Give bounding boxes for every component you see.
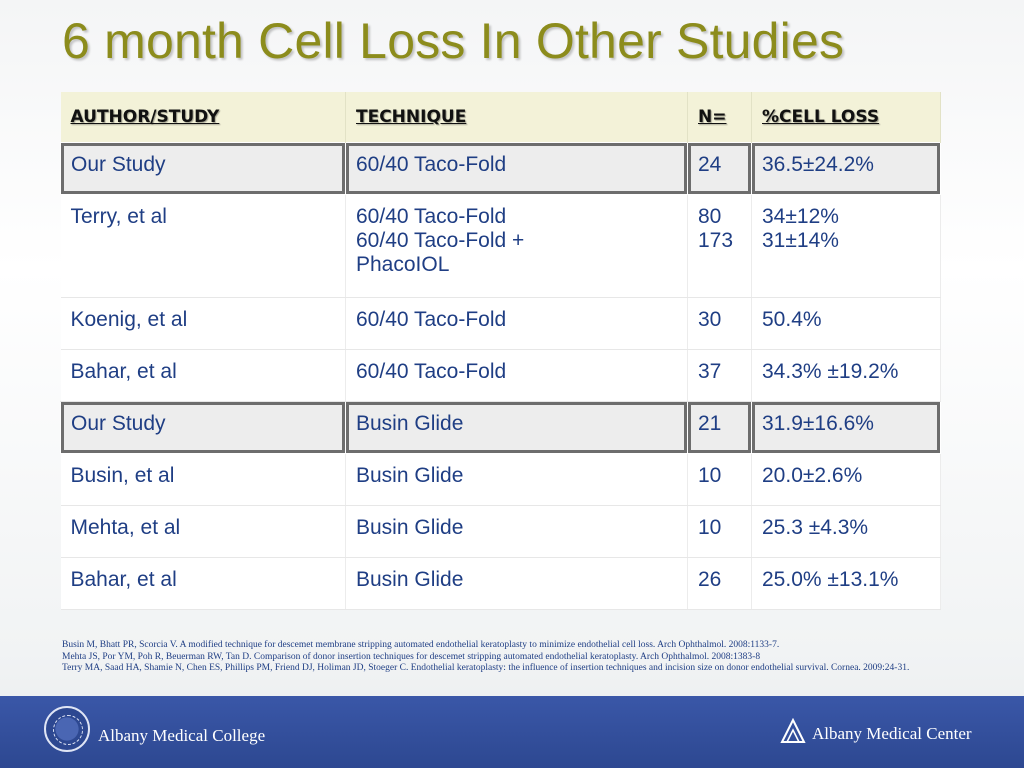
cell-loss-cell-line: 31.9±16.6% bbox=[762, 412, 874, 435]
author-cell: Our Study bbox=[60, 401, 346, 454]
cell-loss-cell: 31.9±16.6% bbox=[751, 401, 941, 454]
author-cell: Busin, et al bbox=[60, 453, 346, 506]
n-cell-line: 26 bbox=[698, 568, 722, 591]
n-cell-line: 10 bbox=[698, 464, 722, 487]
header-cell-loss: %CELL LOSS bbox=[751, 92, 941, 143]
cell-loss-cell: 25.3 ±4.3% bbox=[751, 505, 941, 558]
cell-loss-cell-line: 34.3% ±19.2% bbox=[762, 360, 899, 383]
albany-medical-college-label: Albany Medical College bbox=[98, 726, 266, 745]
cell-loss-cell-line: 36.5±24.2% bbox=[762, 153, 874, 176]
cell-loss-cell-line: 25.3 ±4.3% bbox=[762, 516, 869, 539]
technique-cell-line: 60/40 Taco-Fold bbox=[356, 153, 507, 176]
technique-cell-line: Busin Glide bbox=[356, 412, 464, 435]
technique-cell: Busin Glide bbox=[345, 557, 688, 610]
header-n: N= bbox=[687, 92, 752, 143]
table-row: Our Study 60/40 Taco-Fold 24 36.5±24.2% bbox=[60, 142, 941, 195]
cell-loss-cell: 20.0±2.6% bbox=[751, 453, 941, 506]
college-seal-icon bbox=[44, 706, 90, 752]
n-cell-line: 173 bbox=[698, 229, 734, 252]
albany-medical-center-label: Albany Medical Center bbox=[812, 724, 972, 743]
cell-loss-cell-line: 50.4% bbox=[762, 308, 822, 331]
n-cell: 30 bbox=[687, 297, 752, 350]
author-cell: Koenig, et al bbox=[60, 297, 346, 350]
cell-loss-cell: 36.5±24.2% bbox=[751, 142, 941, 195]
n-cell: 37 bbox=[687, 349, 752, 402]
table-row: Terry, et al 60/40 Taco-Fold 60/40 Taco-Fo… bbox=[60, 194, 941, 298]
cell-loss-cell: 50.4% bbox=[751, 297, 941, 350]
technique-cell: 60/40 Taco-Fold bbox=[345, 142, 688, 195]
cell-loss-cell-line: 34±12% bbox=[762, 205, 839, 228]
footer-band: Albany Medical College Albany Medical Ce… bbox=[0, 696, 1024, 768]
cell-loss-cell-line: 25.0% ±13.1% bbox=[762, 568, 899, 591]
header-author-study: AUTHOR/STUDY bbox=[60, 92, 346, 143]
technique-cell: Busin Glide bbox=[345, 505, 688, 558]
table-header-row: AUTHOR/STUDY TECHNIQUE N= %CELL LOSS bbox=[60, 92, 941, 143]
reference-terry: Terry MA, Saad HA, Shamie N, Chen ES, Ph… bbox=[62, 663, 910, 673]
cell-loss-cell: 34±12% 31±14% bbox=[751, 194, 941, 298]
technique-cell: 60/40 Taco-Fold bbox=[345, 297, 688, 350]
technique-cell-line: 60/40 Taco-Fold bbox=[356, 205, 507, 228]
table-row: Our Study Busin Glide 21 31.9±16.6% bbox=[60, 401, 941, 454]
author-cell: Terry, et al bbox=[60, 194, 346, 298]
n-cell-line: 10 bbox=[698, 516, 722, 539]
n-cell-line: 37 bbox=[698, 360, 722, 383]
technique-cell: 60/40 Taco-Fold bbox=[345, 349, 688, 402]
technique-cell: 60/40 Taco-Fold 60/40 Taco-Fold + PhacoIOL bbox=[345, 194, 688, 298]
reference-mehta: Mehta JS, Por YM, Poh R, Beuerman RW, Ta… bbox=[62, 651, 761, 662]
technique-cell-line: 60/40 Taco-Fold bbox=[356, 360, 507, 383]
table-body: Our Study 60/40 Taco-Fold 24 36.5±24.2% Terr… bbox=[60, 142, 941, 610]
technique-cell: Busin Glide bbox=[345, 401, 688, 454]
n-cell-line: 30 bbox=[698, 308, 722, 331]
table-row: Bahar, et al Busin Glide 26 25.0% ±13.1% bbox=[60, 557, 941, 610]
author-cell: Mehta, et al bbox=[60, 505, 346, 558]
table-row: Busin, et al Busin Glide 10 20.0±2.6% bbox=[60, 453, 941, 506]
n-cell: 24 bbox=[687, 142, 752, 195]
n-cell: 10 bbox=[687, 453, 752, 506]
cell-loss-cell-line: 20.0±2.6% bbox=[762, 464, 863, 487]
n-cell: 80 173 bbox=[687, 194, 752, 298]
table-row: Koenig, et al 60/40 Taco-Fold 30 50.4% bbox=[60, 297, 941, 350]
references: Busin M, Bhatt PR, Scorcia V. A modified… bbox=[62, 640, 942, 675]
n-cell-line: 21 bbox=[698, 412, 722, 435]
technique-cell-line: 60/40 Taco-Fold + bbox=[356, 229, 525, 252]
technique-cell-line: 60/40 Taco-Fold bbox=[356, 308, 507, 331]
cell-loss-table: AUTHOR/STUDY TECHNIQUE N= %CELL LOSS Our… bbox=[60, 92, 941, 610]
table-row: Bahar, et al 60/40 Taco-Fold 37 34.3% ±19.2… bbox=[60, 349, 941, 402]
header-technique: TECHNIQUE bbox=[345, 92, 688, 143]
reference-busin: Busin M, Bhatt PR, Scorcia V. A modified… bbox=[62, 640, 780, 650]
technique-cell-line: Busin Glide bbox=[356, 568, 464, 591]
author-cell: Bahar, et al bbox=[60, 557, 346, 610]
cell-loss-cell-line: 31±14% bbox=[762, 229, 839, 252]
author-cell: Our Study bbox=[60, 142, 346, 195]
table-row: Mehta, et al Busin Glide 10 25.3 ±4.3% bbox=[60, 505, 941, 558]
technique-cell-line: Busin Glide bbox=[356, 516, 464, 539]
medical-center-logo-icon bbox=[780, 718, 806, 743]
cell-loss-cell: 25.0% ±13.1% bbox=[751, 557, 941, 610]
technique-cell-line: Busin Glide bbox=[356, 464, 464, 487]
n-cell: 21 bbox=[687, 401, 752, 454]
n-cell-line: 80 bbox=[698, 205, 722, 228]
author-cell: Bahar, et al bbox=[60, 349, 346, 402]
n-cell: 26 bbox=[687, 557, 752, 610]
n-cell-line: 24 bbox=[698, 153, 722, 176]
technique-cell: Busin Glide bbox=[345, 453, 688, 506]
cell-loss-cell: 34.3% ±19.2% bbox=[751, 349, 941, 402]
technique-cell-line: PhacoIOL bbox=[356, 253, 450, 276]
slide-title: 6 month Cell Loss In Other Studies bbox=[62, 13, 845, 69]
n-cell: 10 bbox=[687, 505, 752, 558]
